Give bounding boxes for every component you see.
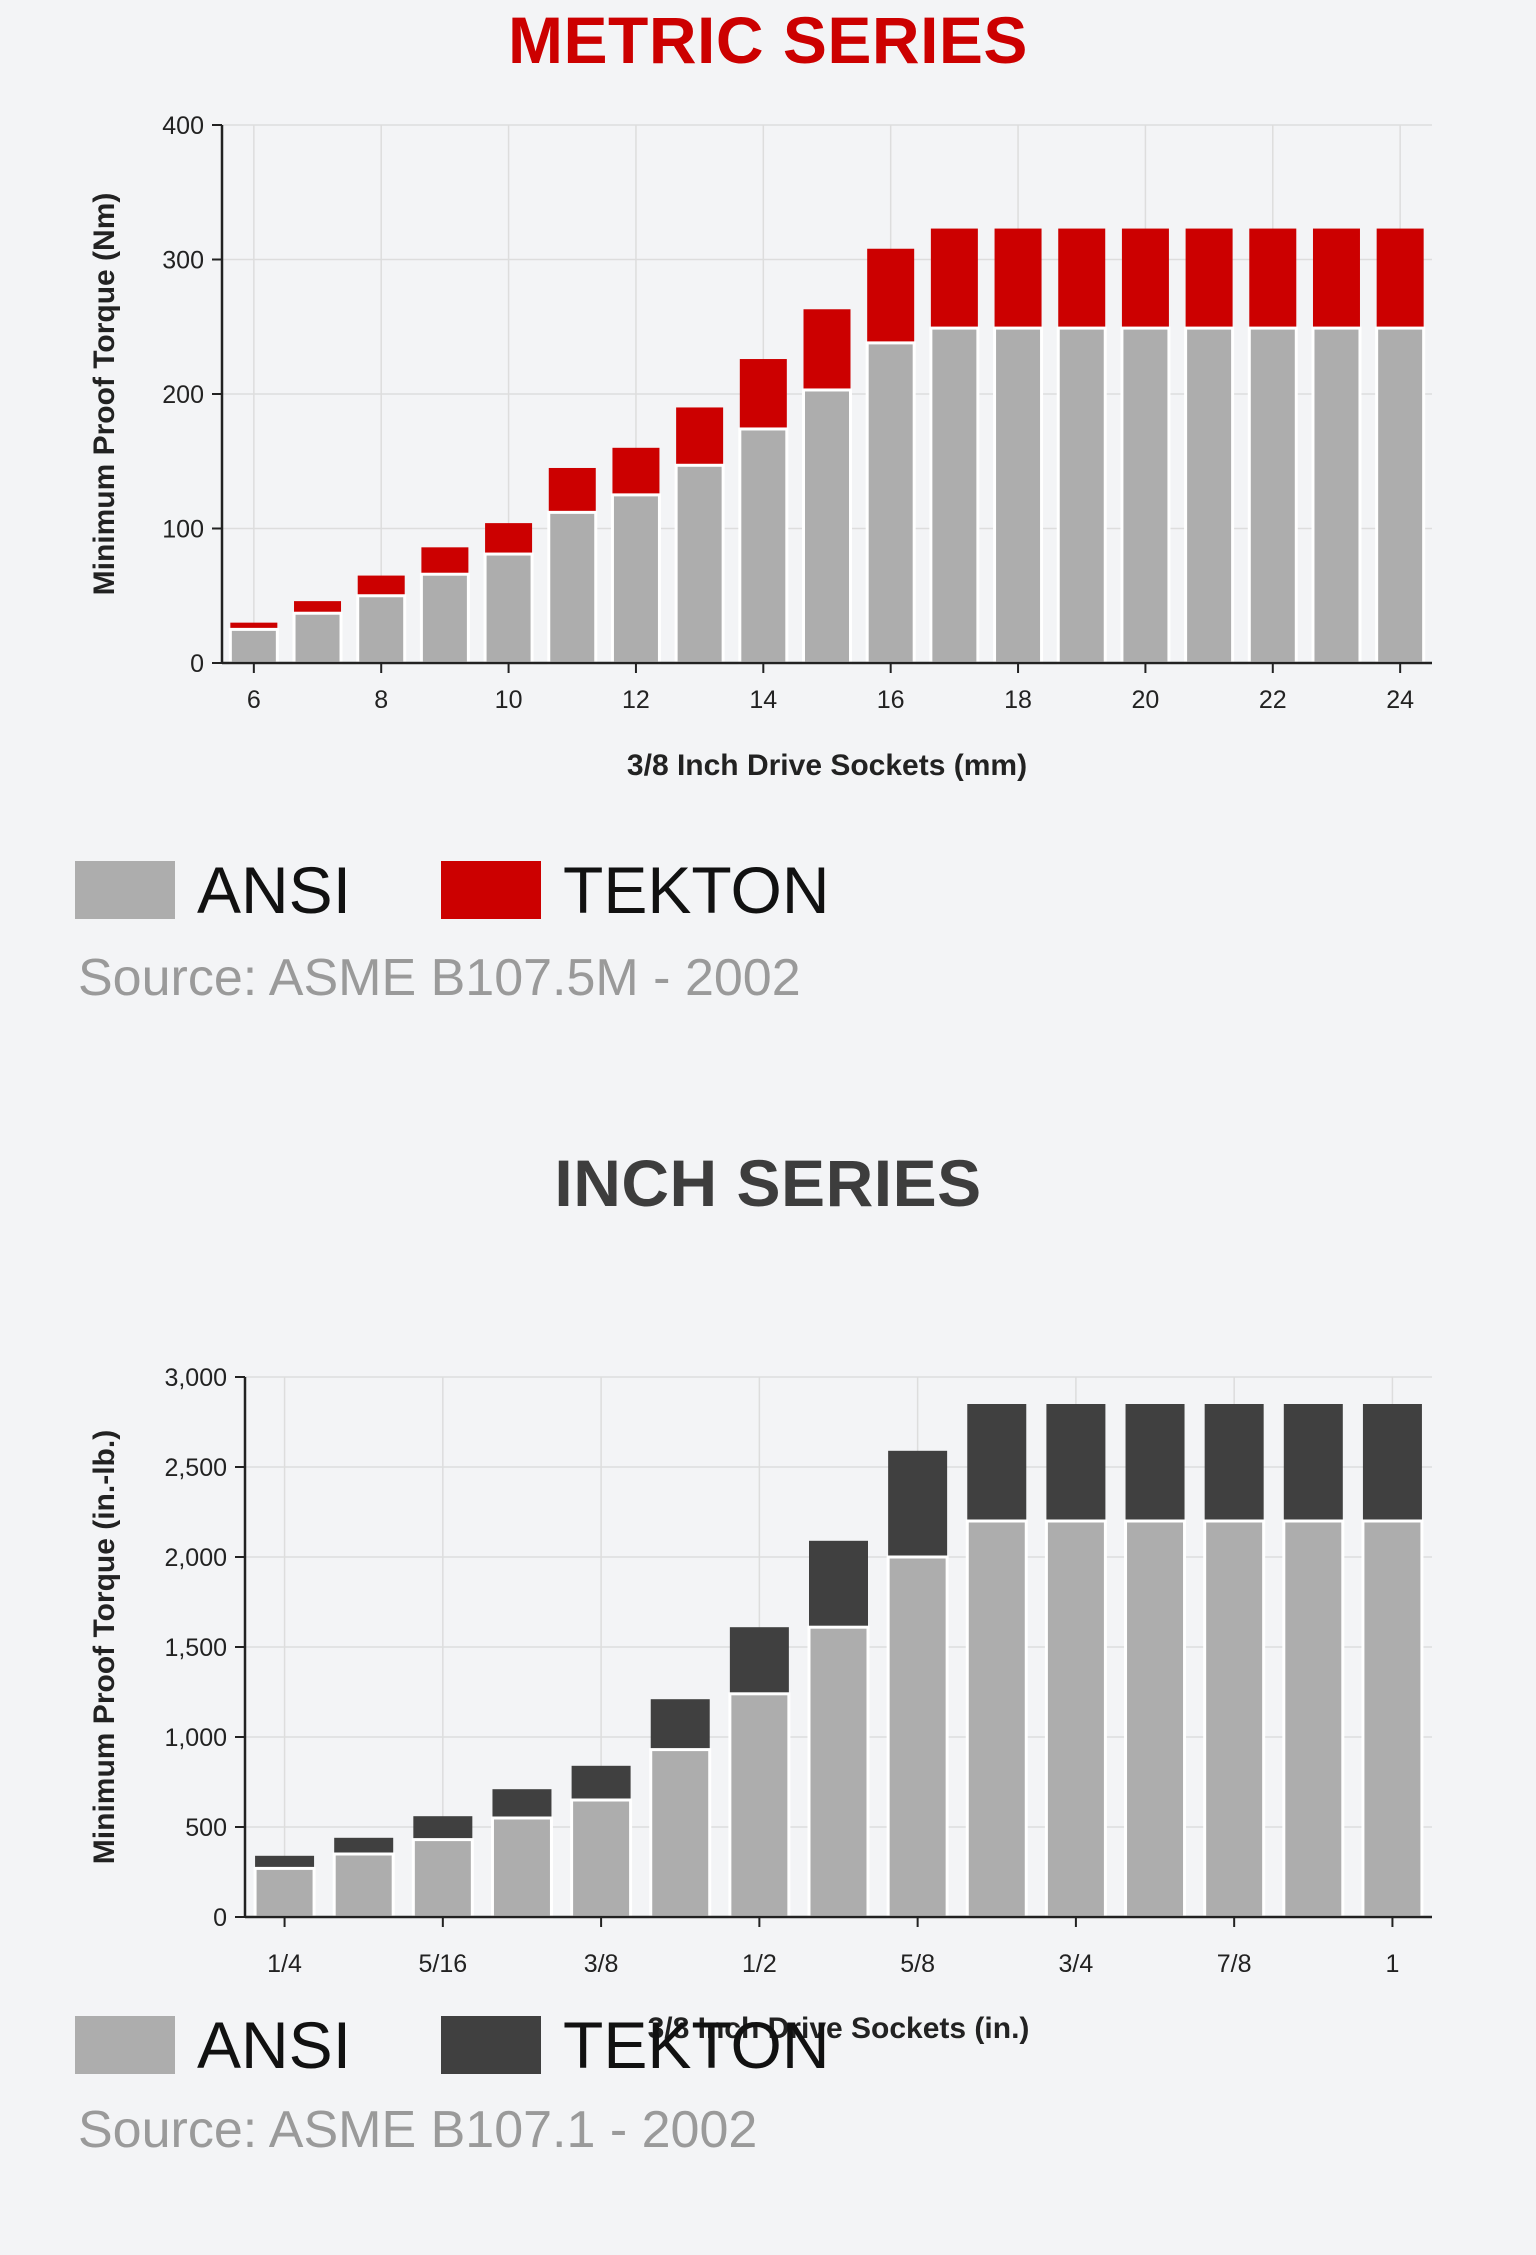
bar-ansi (807, 1625, 870, 1919)
bar-ansi (649, 1748, 712, 1919)
source-note: Source: ASME B107.5M - 2002 (78, 949, 801, 1007)
legend-label-ansi: ANSI (197, 2008, 352, 2082)
bar-ansi (993, 326, 1044, 665)
bar-ansi (1044, 1519, 1107, 1919)
bar-ansi (1311, 326, 1362, 665)
x-tick-label: 5/8 (900, 1950, 935, 1978)
x-axis-title: 3/8 Inch Drive Sockets (in.) (648, 2012, 1030, 2045)
x-tick-label: 20 (1132, 686, 1160, 714)
x-tick-label: 6 (247, 686, 261, 714)
metric-series-panel: METRIC SERIES 0 100 200 300 400 6 8 10 12 14 16 18 2… (0, 0, 1536, 1080)
legend-label-tekton: TEKTON (563, 2008, 830, 2082)
x-tick-label: 5/16 (418, 1950, 467, 1978)
bar-ansi (802, 388, 852, 665)
x-tick-label: 3/8 (584, 1950, 619, 1978)
x-tick-label: 10 (495, 686, 523, 714)
x-tick-label: 8 (374, 686, 388, 714)
legend-swatch-ansi (75, 861, 175, 919)
bar-ansi (1375, 326, 1426, 665)
bar-ansi (292, 611, 343, 665)
legend-swatch-ansi (75, 2016, 175, 2074)
legend: ANSI TEKTON (75, 2008, 920, 2082)
bar-ansi (1203, 1519, 1266, 1919)
y-axis-title: Minimum Proof Torque (in.-lb.) (88, 1430, 121, 1864)
x-tick-label: 22 (1259, 686, 1287, 714)
chart-title: METRIC SERIES (508, 3, 1028, 77)
y-tick-label: 3,000 (164, 1364, 227, 1392)
bar-ansi (610, 493, 661, 665)
y-tick-label: 200 (162, 381, 204, 409)
bar-ansi (886, 1555, 949, 1919)
bar-ansi (419, 572, 470, 665)
y-axis-title: Minimum Proof Torque (Nm) (88, 193, 121, 596)
bar-ansi (674, 463, 725, 665)
bar-ansi (728, 1692, 791, 1919)
bar-ansi (1120, 326, 1171, 665)
y-tick-label: 300 (162, 247, 204, 275)
bar-ansi (1124, 1519, 1187, 1919)
bar-ansi (1247, 326, 1298, 665)
x-tick-label: 14 (749, 686, 777, 714)
bar-ansi (253, 1866, 316, 1919)
inch-series-panel: INCH SERIES 0 500 1,000 1,500 2,000 2,500 3,00… (0, 1146, 1536, 2255)
bar-ansi (929, 326, 980, 665)
bar-ansi (865, 341, 916, 665)
x-tick-label: 16 (877, 686, 905, 714)
bar-ansi (547, 510, 598, 665)
bar-ansi (490, 1816, 553, 1919)
legend-swatch-tekton (441, 861, 542, 919)
y-tick-label: 0 (190, 650, 204, 678)
bar-ansi (738, 427, 789, 665)
legend-label-ansi: ANSI (197, 853, 352, 927)
bar-ansi (332, 1852, 395, 1919)
y-tick-label: 2,000 (164, 1544, 227, 1572)
source-note: Source: ASME B107.1 - 2002 (78, 2101, 758, 2159)
bar-ansi (1282, 1519, 1345, 1919)
x-tick-label: 24 (1386, 686, 1414, 714)
y-tick-label: 500 (185, 1814, 227, 1842)
bar-ansi (228, 627, 279, 665)
legend-swatch-tekton (441, 2016, 542, 2074)
bar-ansi (483, 552, 534, 665)
bar-ansi (1184, 326, 1235, 665)
bar-ansi (965, 1519, 1028, 1919)
bar-ansi (1361, 1519, 1424, 1919)
y-tick-label: 2,500 (164, 1454, 227, 1482)
x-tick-label: 1/2 (742, 1950, 777, 1978)
y-tick-label: 0 (213, 1904, 227, 1932)
x-tick-label: 1 (1385, 1950, 1399, 1978)
chart-title: INCH SERIES (554, 1146, 982, 1220)
bar-ansi (356, 594, 407, 665)
y-tick-label: 400 (162, 112, 204, 140)
inch-chart: 0 500 1,000 1,500 2,000 2,500 3,000 1/4 5/16 3/8 1… (88, 1364, 1432, 2045)
legend-label-tekton: TEKTON (563, 853, 830, 927)
x-tick-label: 1/4 (267, 1950, 302, 1978)
metric-chart: 0 100 200 300 400 6 8 10 12 14 16 18 20 22 24 3/8 Inch … (88, 112, 1432, 782)
bar-ansi (1056, 326, 1107, 665)
x-tick-label: 3/4 (1059, 1950, 1094, 1978)
y-tick-label: 1,500 (164, 1634, 227, 1662)
x-tick-label: 12 (622, 686, 650, 714)
y-tick-label: 100 (162, 516, 204, 544)
x-tick-label: 7/8 (1217, 1950, 1252, 1978)
bar-ansi (411, 1838, 474, 1919)
x-tick-label: 18 (1004, 686, 1032, 714)
x-axis-title: 3/8 Inch Drive Sockets (mm) (627, 749, 1027, 782)
bar-ansi (570, 1798, 633, 1919)
y-tick-label: 1,000 (164, 1724, 227, 1752)
legend: ANSI TEKTON (75, 853, 920, 927)
